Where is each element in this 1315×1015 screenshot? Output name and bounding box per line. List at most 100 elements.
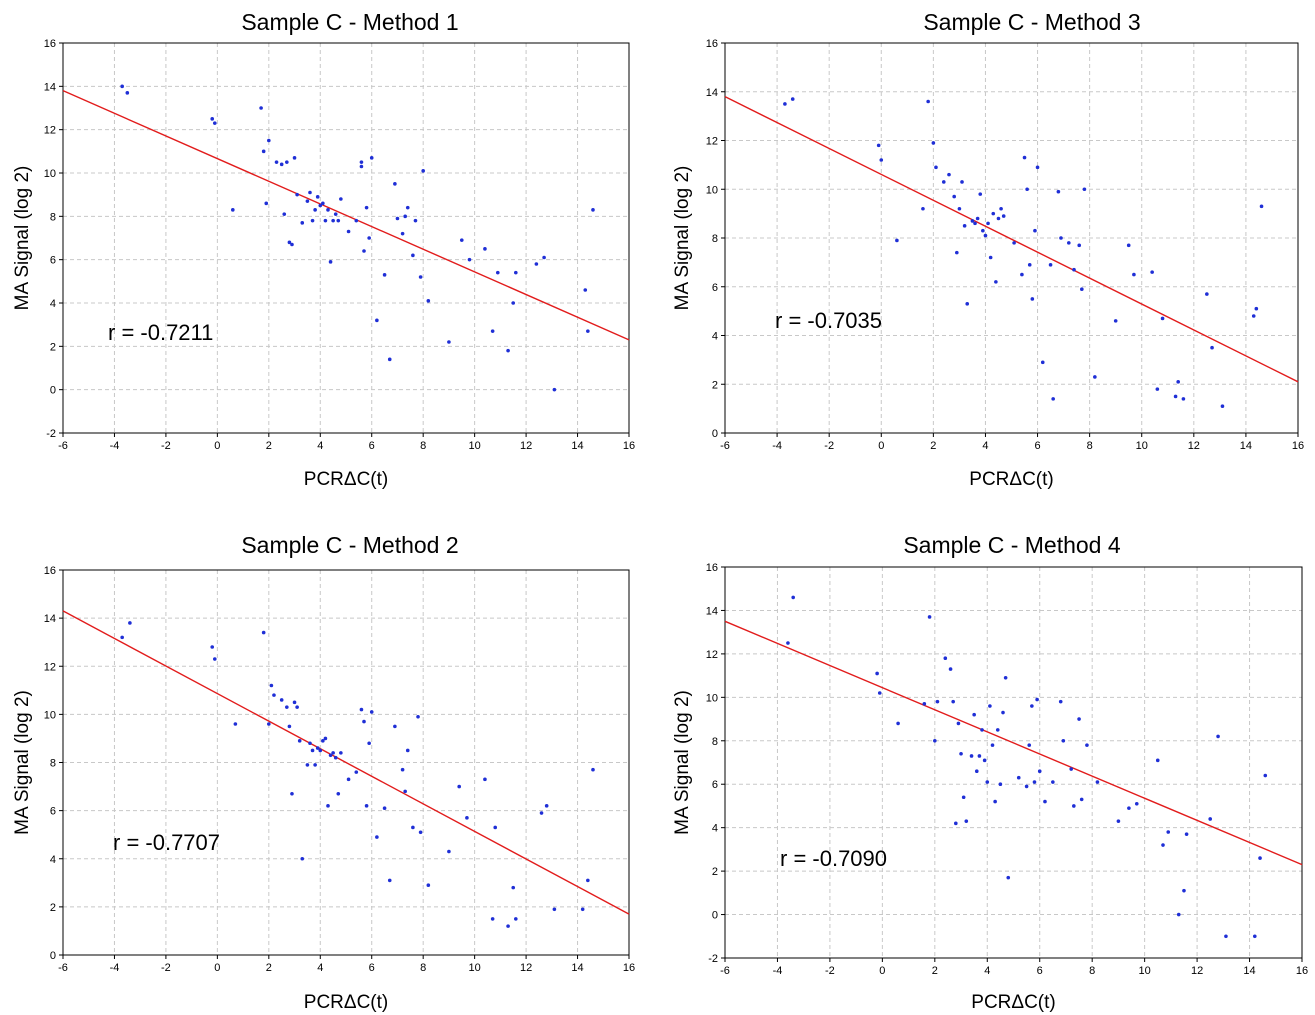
data-point: [267, 722, 271, 726]
data-point: [1176, 380, 1180, 384]
y-tick-label: 2: [50, 902, 56, 914]
data-point: [591, 208, 595, 212]
x-tick-label: 4: [984, 965, 990, 977]
data-point: [1155, 387, 1160, 391]
chart-title: Sample C - Method 1: [241, 9, 458, 35]
x-tick-label: -2: [161, 962, 171, 974]
x-tick-label: 10: [469, 962, 481, 974]
data-point: [310, 218, 315, 223]
x-tick-label: 2: [932, 965, 938, 977]
x-tick-label: 16: [1292, 440, 1304, 452]
x-tick-label: 8: [1087, 440, 1093, 452]
data-point: [994, 280, 998, 284]
x-tick-label: -2: [825, 965, 835, 977]
data-point: [943, 656, 948, 661]
y-tick-label: 4: [50, 854, 56, 866]
data-point: [985, 780, 990, 784]
data-point: [333, 755, 338, 760]
y-tick-label: 10: [706, 692, 718, 704]
x-tick-label: 2: [266, 440, 272, 452]
data-point: [988, 255, 993, 260]
data-point: [1182, 888, 1186, 893]
y-tick-label: 8: [712, 233, 718, 245]
x-tick-label: 14: [1243, 965, 1255, 977]
data-point: [931, 141, 936, 145]
data-point: [1161, 843, 1165, 847]
data-point: [999, 206, 1003, 211]
x-tick-label: 14: [1240, 440, 1252, 452]
data-point: [1252, 934, 1257, 939]
data-point: [359, 707, 364, 712]
data-point: [1003, 675, 1008, 680]
data-point: [896, 721, 900, 726]
y-tick-label: 4: [50, 298, 56, 310]
data-point: [975, 216, 980, 221]
data-point: [362, 719, 366, 724]
data-point: [333, 212, 338, 216]
data-point: [534, 262, 539, 266]
data-point: [1061, 738, 1066, 743]
data-point: [336, 218, 341, 223]
x-tick-label: 10: [1139, 965, 1151, 977]
y-tick-label: 4: [712, 823, 718, 835]
x-tick-label: 14: [571, 440, 583, 452]
data-point: [986, 221, 990, 226]
data-point: [954, 821, 958, 826]
data-point: [1058, 699, 1063, 704]
x-tick-label: 4: [982, 440, 988, 452]
x-tick-label: 10: [1136, 440, 1148, 452]
data-point: [328, 260, 333, 264]
x-tick-label: -2: [161, 440, 171, 452]
data-point: [1051, 397, 1055, 401]
data-point: [405, 205, 410, 210]
x-tick-label: -6: [720, 965, 730, 977]
y-tick-label: 12: [706, 136, 718, 148]
data-point: [418, 275, 423, 279]
data-point: [1095, 780, 1100, 784]
data-point: [973, 221, 977, 226]
data-point: [790, 97, 795, 101]
data-point: [996, 216, 1001, 221]
data-point: [1033, 228, 1037, 233]
data-point: [514, 270, 518, 275]
data-point: [1254, 306, 1259, 311]
data-point: [413, 218, 418, 223]
data-point: [362, 249, 366, 253]
x-tick-label: 12: [520, 962, 532, 974]
data-point: [1085, 743, 1089, 747]
chart-title: Sample C - Method 2: [241, 532, 458, 558]
data-point: [1035, 165, 1040, 170]
y-tick-label: 2: [712, 866, 718, 878]
data-point: [367, 741, 371, 746]
data-point: [272, 693, 276, 697]
y-tick-label: 14: [706, 87, 718, 99]
data-point: [948, 667, 953, 671]
x-tick-label: 8: [420, 440, 426, 452]
data-point: [290, 242, 294, 247]
data-point: [941, 180, 946, 184]
data-point: [947, 172, 951, 177]
x-tick-label: -4: [110, 440, 120, 452]
data-point: [1150, 270, 1154, 274]
data-point: [1077, 243, 1082, 248]
data-point: [1176, 912, 1181, 917]
data-point: [233, 722, 238, 726]
y-tick-label: 4: [712, 331, 718, 343]
data-point: [418, 830, 423, 835]
y-tick-label: 14: [706, 605, 718, 617]
y-tick-label: 0: [50, 950, 56, 962]
data-point: [1113, 319, 1118, 323]
data-point: [421, 169, 425, 173]
data-point: [1184, 832, 1189, 836]
data-point: [934, 165, 938, 170]
x-tick-label: 0: [214, 962, 220, 974]
data-point: [354, 770, 359, 774]
data-point: [459, 238, 464, 242]
data-point: [287, 724, 292, 729]
data-point: [981, 228, 985, 233]
data-point: [1208, 817, 1213, 821]
data-point: [495, 270, 500, 275]
data-point: [965, 302, 970, 306]
data-point: [318, 203, 323, 208]
